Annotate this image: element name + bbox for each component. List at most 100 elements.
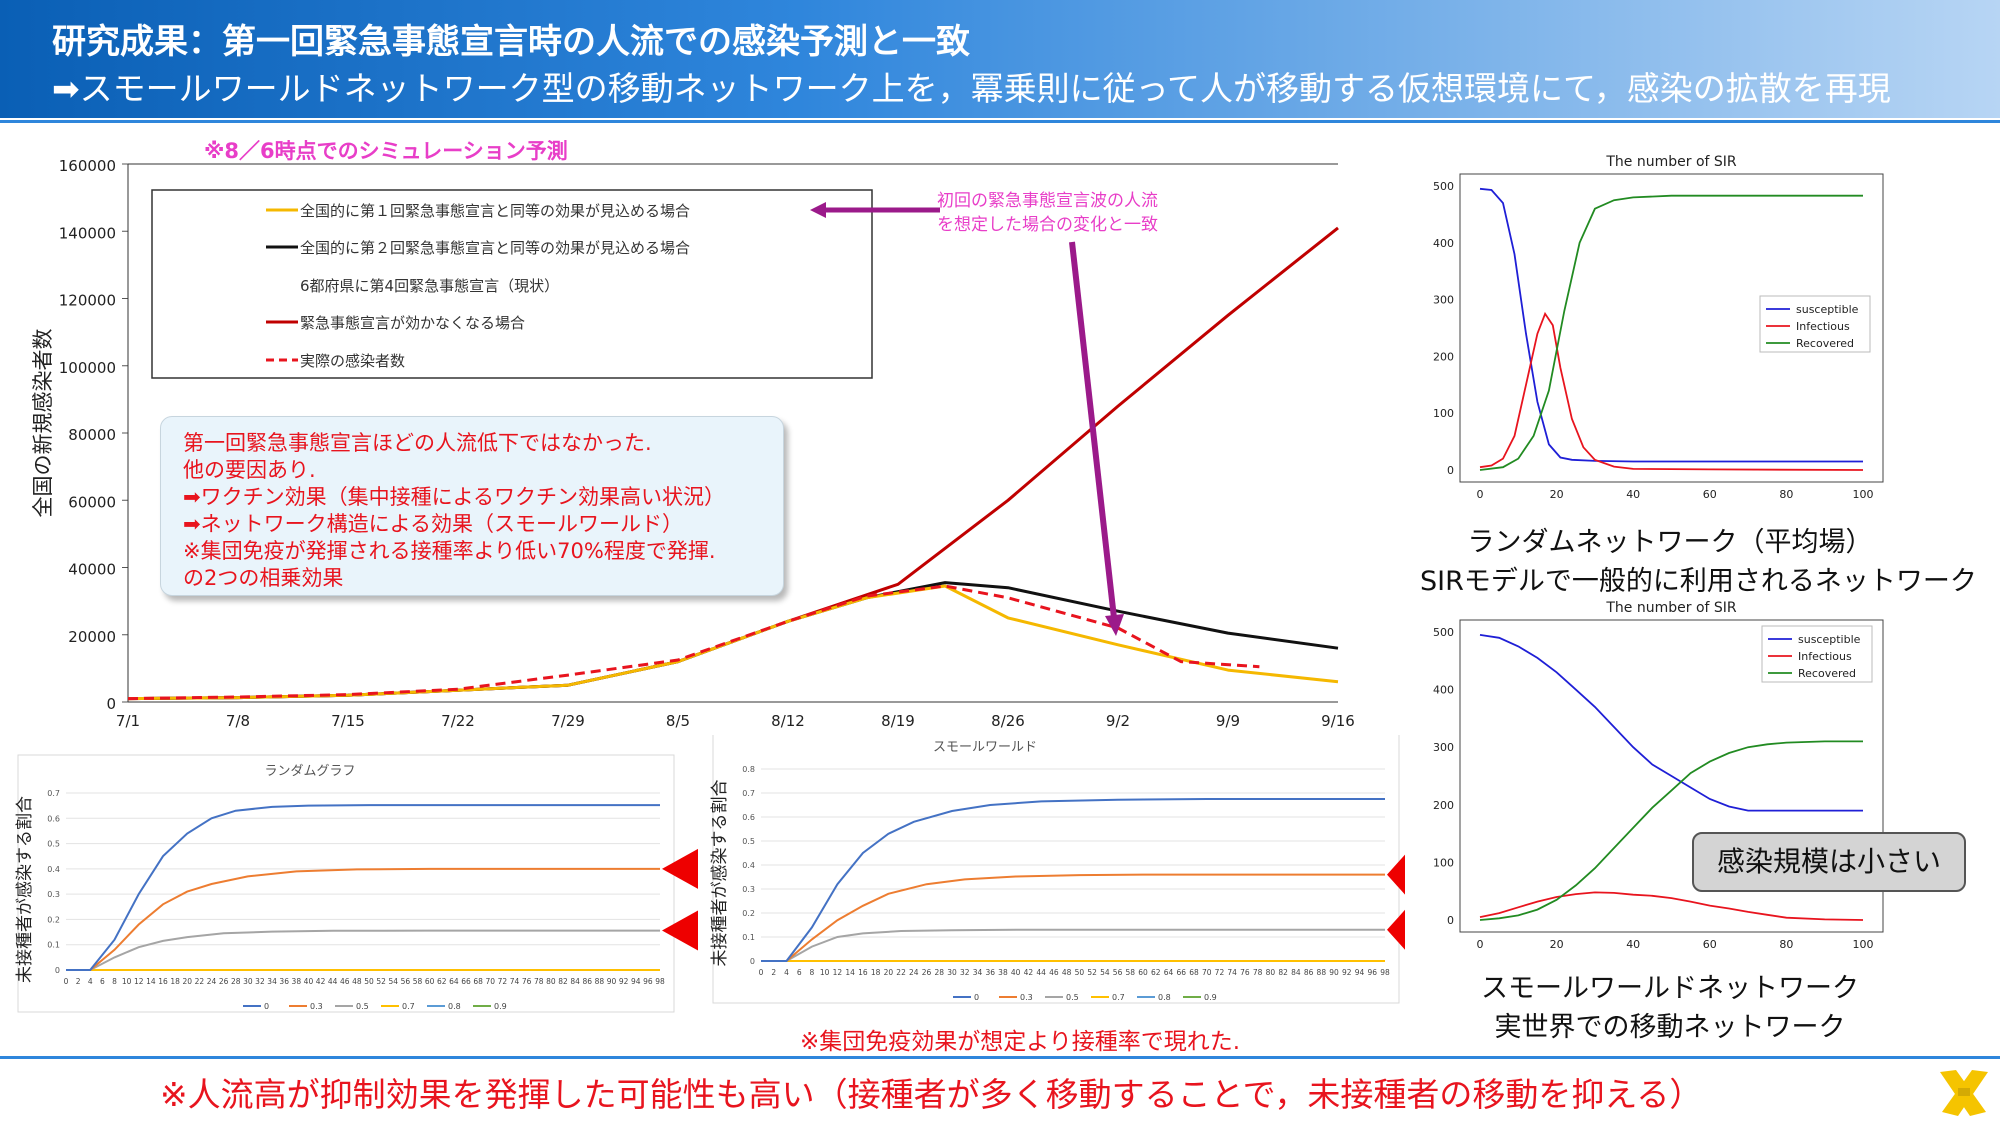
vac-x-tick-label: 16 <box>858 968 868 977</box>
vac-x-tick-label: 48 <box>1062 968 1072 977</box>
callout-line: 他の要因あり. <box>183 458 316 482</box>
vac-y-tick-label: 0.2 <box>47 915 60 924</box>
red-marker-triangle <box>1387 909 1405 950</box>
vac-y-axis-label: 未接種者が感染する割合 <box>710 780 730 967</box>
legend-label: 実際の感染者数 <box>300 352 405 370</box>
vac-x-tick-label: 68 <box>473 977 483 986</box>
legend-box <box>151 189 873 379</box>
sir-y-tick-label: 400 <box>1433 684 1454 697</box>
vac-x-tick-label: 90 <box>607 977 617 986</box>
vac-x-tick-label: 48 <box>352 977 362 986</box>
x-tick-label: 8/5 <box>666 712 690 730</box>
vac-x-tick-label: 0 <box>759 968 764 977</box>
vac-legend-label: 0.9 <box>494 1002 507 1011</box>
sir-random-chart: The number of SIR 0 100 200 300 400 500 0 20 40 60… <box>1433 154 1884 501</box>
vac-y-tick-label: 0.3 <box>47 890 60 899</box>
vac-y-tick-label: 0.6 <box>47 814 60 823</box>
vac-legend-label: 0.5 <box>1066 993 1079 1002</box>
vac-x-tick-label: 42 <box>316 977 326 986</box>
x-tick-label: 7/22 <box>441 712 475 730</box>
vac-x-tick-label: 70 <box>486 977 496 986</box>
vac-x-tick-label: 80 <box>546 977 556 986</box>
sir-x-tick-label: 20 <box>1550 488 1564 501</box>
vac-x-tick-label: 84 <box>570 977 580 986</box>
annotation-arrowhead <box>1105 614 1124 636</box>
vac-x-tick-label: 20 <box>182 977 192 986</box>
sir-y-tick-label: 100 <box>1433 407 1454 420</box>
vac-y-tick-label: 0 <box>55 966 60 975</box>
sir-x-tick-label: 60 <box>1703 488 1717 501</box>
vac-series-line <box>761 873 1385 962</box>
vac-x-tick-label: 26 <box>219 977 229 986</box>
analysis-callout: 第一回緊急事態宣言ほどの人流低下ではなかった. 他の要因あり. ➡ワクチン効果（… <box>160 416 784 596</box>
red-marker-triangle <box>662 910 698 951</box>
vac-legend-label: 0.3 <box>1020 993 1033 1002</box>
x-tick-label: 9/16 <box>1321 712 1355 730</box>
footer-note: ※人流高が抑制効果を発揮した可能性も高い（接種者が多く移動することで，未接種者の… <box>160 1075 1703 1114</box>
vac-legend-label: 0 <box>264 1002 269 1011</box>
sir-legend-label: susceptible <box>1796 303 1859 316</box>
vac-x-tick-label: 6 <box>100 977 105 986</box>
vac-x-tick-label: 38 <box>292 977 302 986</box>
vac-y-tick-label: 0.1 <box>742 933 755 942</box>
caption-line: ランダムネットワーク（平均場） <box>1467 527 1873 558</box>
x-tick-label: 8/26 <box>991 712 1025 730</box>
sir-y-tick-label: 300 <box>1433 294 1454 307</box>
vac-x-tick-label: 46 <box>1049 968 1059 977</box>
random-network-caption: ランダムネットワーク（平均場） SIRモデルで一般的に利用されるネットワーク <box>1420 520 1977 598</box>
sir-x-tick-label: 60 <box>1703 938 1717 951</box>
vac-chart-frame <box>17 754 675 1013</box>
vac-x-tick-label: 16 <box>158 977 168 986</box>
sir-chart-title: The number of SIR <box>1605 600 1737 616</box>
vac-x-tick-label: 38 <box>998 968 1008 977</box>
sir-series-line <box>1479 740 1863 921</box>
sir-y-tick-label: 500 <box>1433 626 1454 639</box>
vac-x-tick-label: 86 <box>582 977 592 986</box>
vac-x-tick-label: 12 <box>833 968 843 977</box>
simulation-note-title: ※8／6時点でのシミュレーション予測 <box>204 140 568 163</box>
vac-legend-label: 0.3 <box>310 1002 323 1011</box>
vac-x-tick-label: 24 <box>207 977 217 986</box>
sir-x-tick-label: 0 <box>1477 488 1484 501</box>
vac-chart-title: スモールワールド <box>933 740 1037 755</box>
vac-y-tick-label: 0.7 <box>47 789 60 798</box>
callout-line: ➡ワクチン効果（集中接種によるワクチン効果高い状況） <box>183 485 725 509</box>
sir-series-line <box>1479 194 1863 471</box>
vac-chart-title: ランダムグラフ <box>264 764 355 779</box>
sir-y-tick-label: 200 <box>1433 350 1454 363</box>
sir-legend-label: Infectious <box>1796 320 1850 333</box>
vac-x-tick-label: 24 <box>909 968 919 977</box>
vac-x-tick-label: 78 <box>534 977 544 986</box>
y-tick-label: 40000 <box>68 561 116 579</box>
legend-label: 緊急事態宣言が効かなくなる場合 <box>300 314 525 332</box>
arrow-annotation-line: を想定した場合の変化と一致 <box>937 215 1158 235</box>
vac-x-tick-label: 78 <box>1253 968 1263 977</box>
caption-line: スモールワールドネットワーク <box>1481 973 1859 1004</box>
sir-x-tick-label: 80 <box>1779 938 1793 951</box>
vac-y-axis-label: 未接種者が感染する割合 <box>15 796 35 983</box>
sir-series-line <box>1479 187 1863 463</box>
vac-legend-label: 0.8 <box>448 1002 461 1011</box>
sir-legend-label: susceptible <box>1798 633 1861 646</box>
vac-legend-label: 0.5 <box>356 1002 369 1011</box>
vac-x-tick-label: 40 <box>1011 968 1021 977</box>
vac-x-tick-label: 92 <box>619 977 629 986</box>
legend-pointer-arrowhead <box>810 202 826 218</box>
x-tick-label: 7/1 <box>116 712 140 730</box>
y-tick-label: 120000 <box>59 292 116 310</box>
vac-series-line <box>66 804 660 971</box>
vac-x-tick-label: 34 <box>267 977 277 986</box>
vac-x-tick-label: 2 <box>771 968 776 977</box>
vac-x-tick-label: 20 <box>884 968 894 977</box>
vac-x-tick-label: 88 <box>595 977 605 986</box>
vac-x-tick-label: 82 <box>1278 968 1288 977</box>
series-line <box>127 584 1260 701</box>
red-marker-triangle <box>1387 854 1405 895</box>
vac-x-tick-label: 18 <box>170 977 180 986</box>
x-tick-label: 9/9 <box>1216 712 1240 730</box>
sir-y-tick-label: 100 <box>1433 856 1454 869</box>
x-tick-label: 8/12 <box>771 712 805 730</box>
vac-x-tick-label: 36 <box>985 968 995 977</box>
vac-x-tick-label: 62 <box>437 977 447 986</box>
